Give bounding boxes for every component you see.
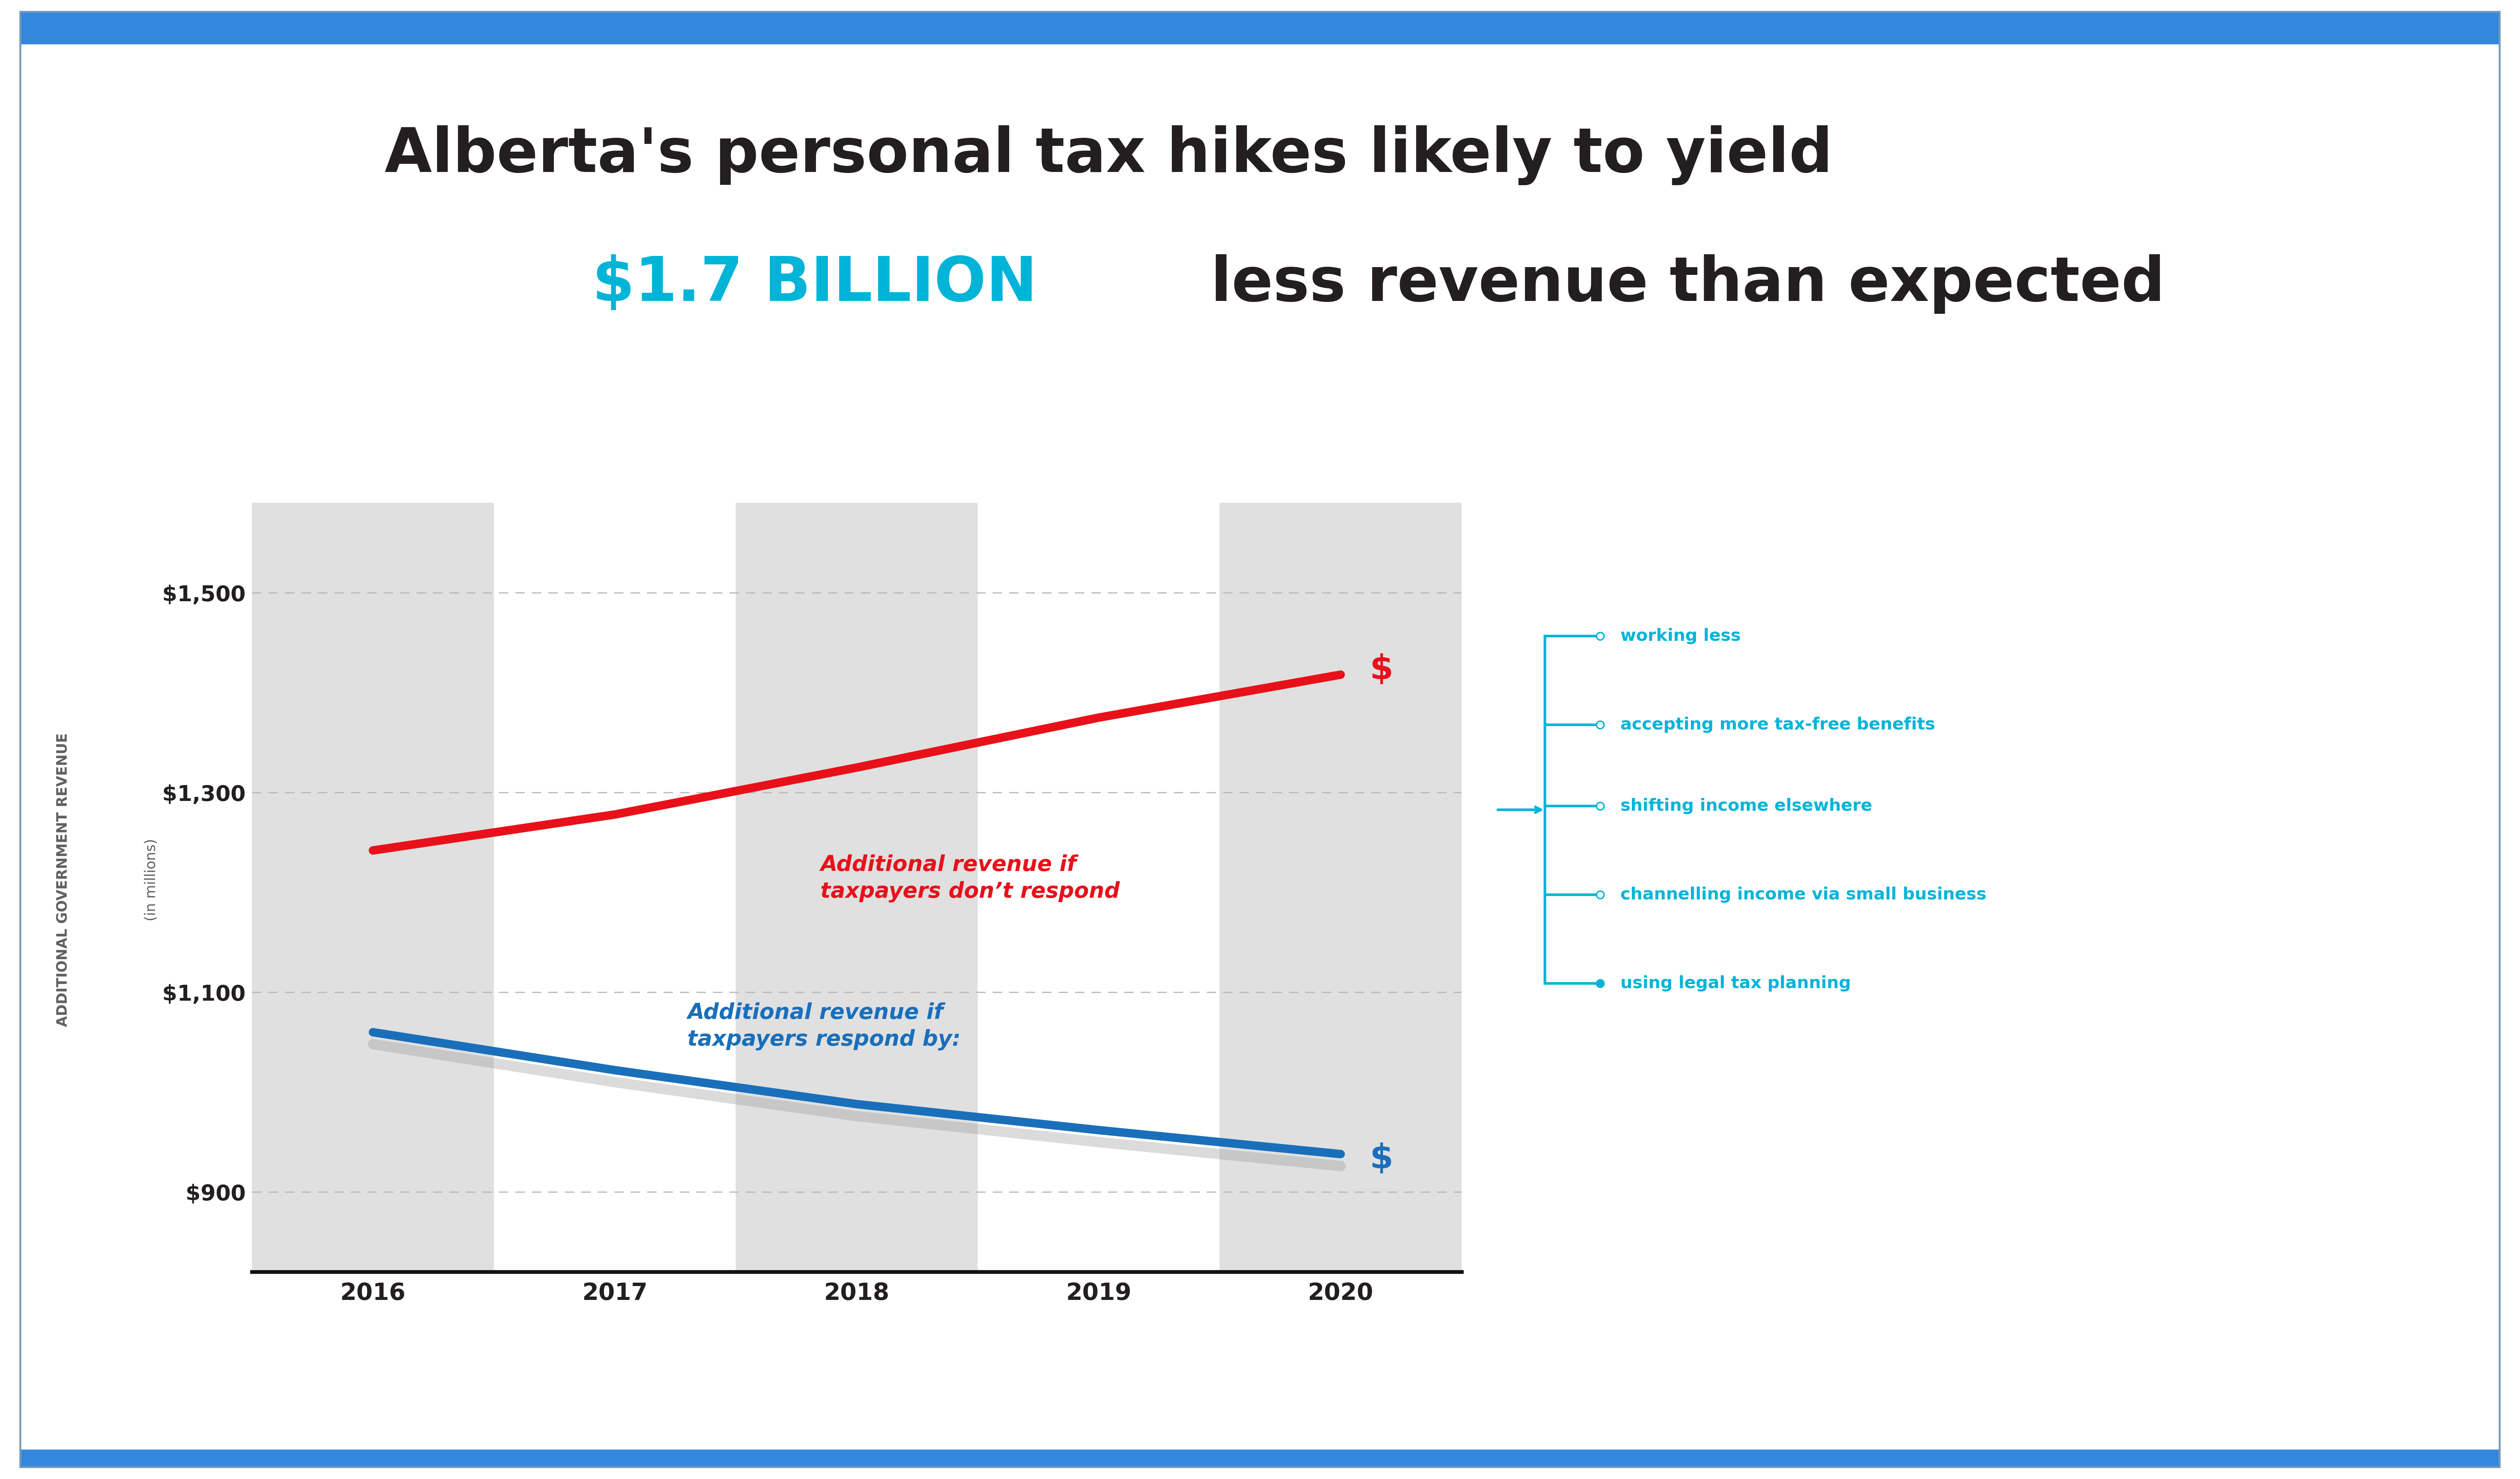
Text: accepting more tax-free benefits: accepting more tax-free benefits bbox=[1620, 717, 1935, 732]
Bar bbox=[978, 503, 1220, 1272]
Text: channelling income via small business: channelling income via small business bbox=[1620, 887, 1986, 902]
Text: less revenue than expected: less revenue than expected bbox=[1189, 254, 2165, 314]
Text: INSTITUTE: INSTITUTE bbox=[2255, 1327, 2349, 1341]
Text: using legal tax planning: using legal tax planning bbox=[1620, 976, 1850, 991]
Text: $1.7 BILLION: $1.7 BILLION bbox=[592, 254, 1038, 314]
Text: shifting income elsewhere: shifting income elsewhere bbox=[1620, 799, 1872, 813]
Text: ADDITIONAL GOVERNMENT REVENUE: ADDITIONAL GOVERNMENT REVENUE bbox=[55, 734, 71, 1026]
Bar bbox=[252, 503, 494, 1272]
Text: $: $ bbox=[1371, 1143, 1394, 1176]
Text: Additional revenue if
taxpayers don’t respond: Additional revenue if taxpayers don’t re… bbox=[822, 855, 1119, 902]
Text: Additional revenue if
taxpayers respond by:: Additional revenue if taxpayers respond … bbox=[688, 1003, 960, 1050]
Text: (in millions): (in millions) bbox=[144, 839, 159, 921]
Bar bbox=[494, 503, 736, 1272]
Text: Alberta's personal tax hikes likely to yield: Alberta's personal tax hikes likely to y… bbox=[386, 126, 1832, 185]
Text: FRASER: FRASER bbox=[2248, 1263, 2356, 1287]
Bar bbox=[736, 503, 978, 1272]
Text: working less: working less bbox=[1620, 629, 1741, 643]
Text: $: $ bbox=[1371, 654, 1394, 686]
Bar bbox=[1220, 503, 1462, 1272]
